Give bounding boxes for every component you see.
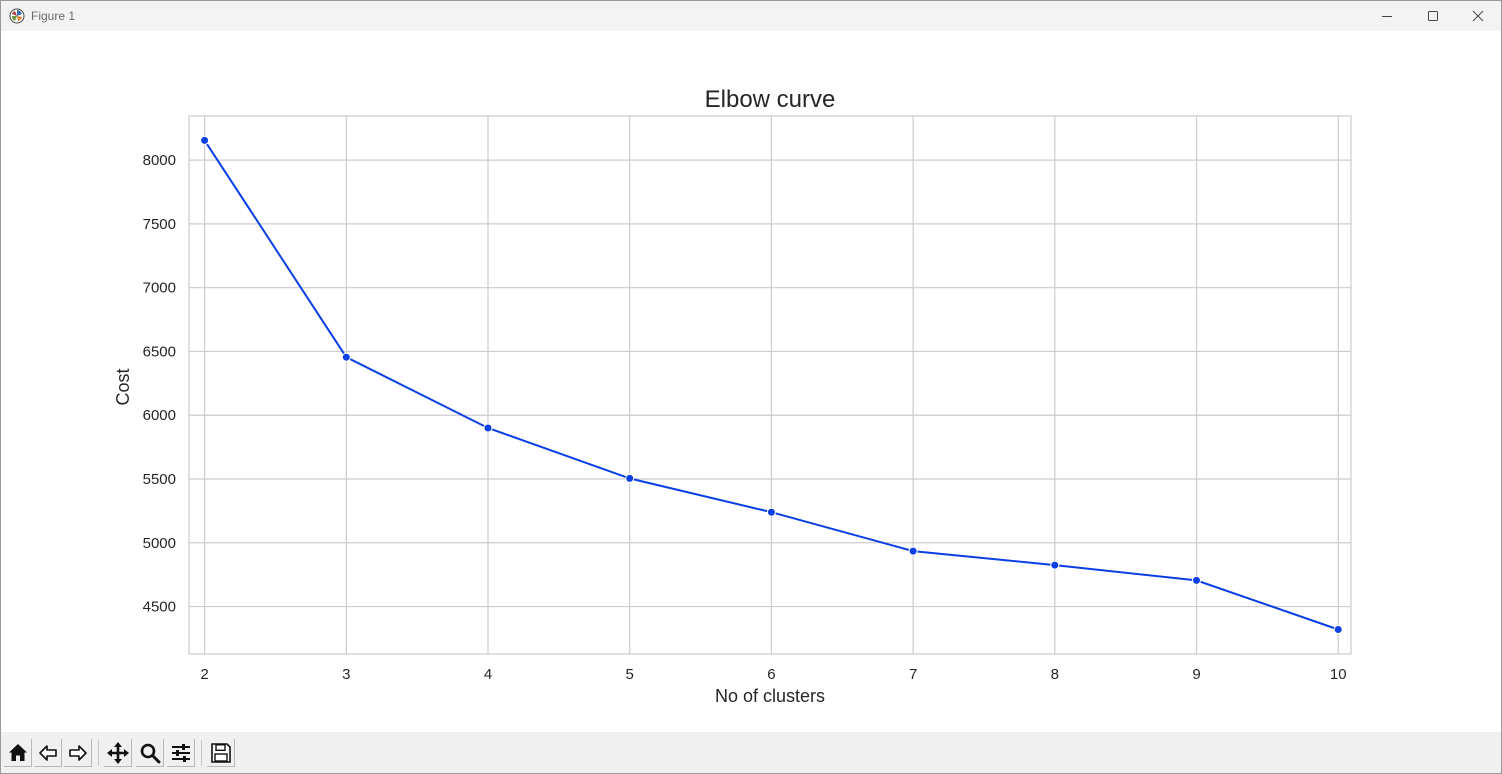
pan-button[interactable] [104, 739, 132, 767]
navigation-toolbar [1, 732, 1501, 773]
data-points [200, 135, 1343, 634]
maximize-button[interactable] [1410, 1, 1456, 31]
back-button[interactable] [34, 739, 62, 767]
minimize-button[interactable] [1364, 1, 1410, 31]
data-point [1333, 625, 1343, 634]
data-point [200, 135, 210, 145]
data-point [1050, 560, 1060, 570]
toolbar-separator [201, 740, 202, 766]
figure-canvas[interactable]: 2 3 4 5 6 7 8 9 10 4500 5000 5500 6000 6500 7000 7500 8… [1, 31, 1501, 732]
grid-lines [189, 116, 1351, 654]
y-tick-label: 5500 [143, 471, 176, 488]
x-tick-label: 6 [767, 666, 775, 683]
maximize-icon [1428, 11, 1438, 21]
save-button[interactable] [207, 739, 235, 767]
data-point [1192, 575, 1201, 585]
window-title: Figure 1 [31, 9, 76, 23]
minimize-icon [1382, 16, 1392, 17]
data-point [483, 423, 493, 433]
data-point [766, 507, 776, 517]
home-icon [8, 743, 27, 761]
arrow-right-icon [68, 744, 87, 761]
move-icon [106, 741, 129, 764]
floppy-disk-icon [210, 742, 231, 763]
chart-title: Elbow curve [705, 86, 836, 113]
y-tick-label: 7000 [143, 280, 176, 297]
sliders-icon [171, 743, 190, 762]
x-tick-label: 8 [1051, 666, 1059, 683]
x-tick-label: 7 [909, 666, 917, 683]
y-tick-label: 8000 [143, 152, 176, 169]
x-tick-label: 2 [200, 666, 208, 683]
x-tick-label: 9 [1192, 666, 1200, 683]
close-icon [1472, 10, 1484, 22]
x-tick-labels: 2 3 4 5 6 7 8 9 10 [200, 666, 1346, 683]
x-tick-label: 5 [626, 666, 634, 683]
home-button[interactable] [4, 739, 32, 767]
y-axis-label: Cost [113, 368, 133, 405]
close-button[interactable] [1455, 1, 1501, 31]
arrow-left-icon [38, 744, 57, 761]
forward-button[interactable] [64, 739, 92, 767]
zoom-button[interactable] [136, 739, 164, 767]
x-axis-label: No of clusters [715, 686, 825, 706]
y-tick-label: 7500 [143, 216, 176, 233]
y-tick-label: 6500 [143, 343, 176, 360]
x-tick-label: 3 [342, 666, 350, 683]
x-tick-label: 4 [484, 666, 492, 683]
elbow-chart: 2 3 4 5 6 7 8 9 10 4500 5000 5500 6000 6500 7000 7500 8… [113, 86, 1352, 706]
plot-frame [188, 115, 1352, 655]
magnifier-icon [140, 743, 160, 763]
y-tick-label: 5000 [143, 535, 176, 552]
data-point [908, 546, 918, 556]
data-point [341, 352, 351, 362]
toolbar-separator [98, 740, 99, 766]
data-point [625, 473, 635, 483]
title-bar[interactable]: Figure 1 [1, 1, 1501, 31]
matplotlib-icon [9, 8, 25, 24]
y-tick-labels: 4500 5000 5500 6000 6500 7000 7500 8000 [143, 152, 176, 615]
x-tick-label: 10 [1330, 666, 1347, 683]
configure-subplots-button[interactable] [167, 739, 195, 767]
y-tick-label: 6000 [143, 407, 176, 424]
y-tick-label: 4500 [143, 599, 176, 616]
